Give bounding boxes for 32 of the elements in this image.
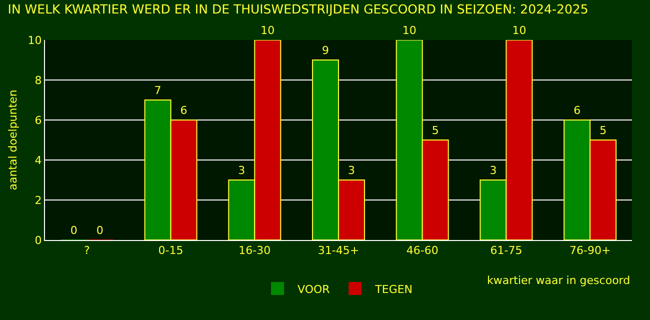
data-label: 0 <box>70 224 78 237</box>
data-label: 5 <box>432 124 439 137</box>
y-axis-title: aantal doelpunten <box>6 90 20 190</box>
y-tick-label: 0 <box>34 234 42 247</box>
data-label: 10 <box>402 24 416 37</box>
data-label: 7 <box>154 84 162 97</box>
x-tick-label: 31-45+ <box>318 244 360 258</box>
data-label: 10 <box>512 24 526 37</box>
chart-title: IN WELK KWARTIER WERD ER IN DE THUISWEDSTRIJDEN GESCOORD IN SEIZOEN: 2024-2025 <box>8 2 588 17</box>
data-label: 9 <box>322 44 329 57</box>
x-tick-label: ? <box>84 244 90 258</box>
data-label: 5 <box>600 124 607 137</box>
y-tick-label: 10 <box>28 34 42 47</box>
y-tick-label: 4 <box>34 154 42 167</box>
data-label: 3 <box>238 164 246 177</box>
data-label: 10 <box>260 24 275 37</box>
x-tick-label: 61-75 <box>490 244 522 258</box>
y-tick-label: 2 <box>34 194 42 207</box>
x-tick-label: 0-15 <box>158 244 184 258</box>
data-label: 6 <box>180 104 188 117</box>
data-label: 0 <box>96 224 104 237</box>
data-label: 3 <box>490 164 497 177</box>
legend-label: TEGEN <box>374 282 413 296</box>
legend-label: VOOR <box>298 282 330 296</box>
data-label: 3 <box>348 164 355 177</box>
x-axis-title: kwartier waar in gescoord <box>487 274 630 287</box>
x-tick-label: 16-30 <box>238 244 271 258</box>
y-tick-label: 8 <box>34 74 42 87</box>
y-tick-label: 6 <box>34 114 42 127</box>
data-label: 6 <box>574 104 581 117</box>
x-tick-label: 76-90+ <box>569 244 611 258</box>
x-tick-label: 46-60 <box>406 244 438 258</box>
